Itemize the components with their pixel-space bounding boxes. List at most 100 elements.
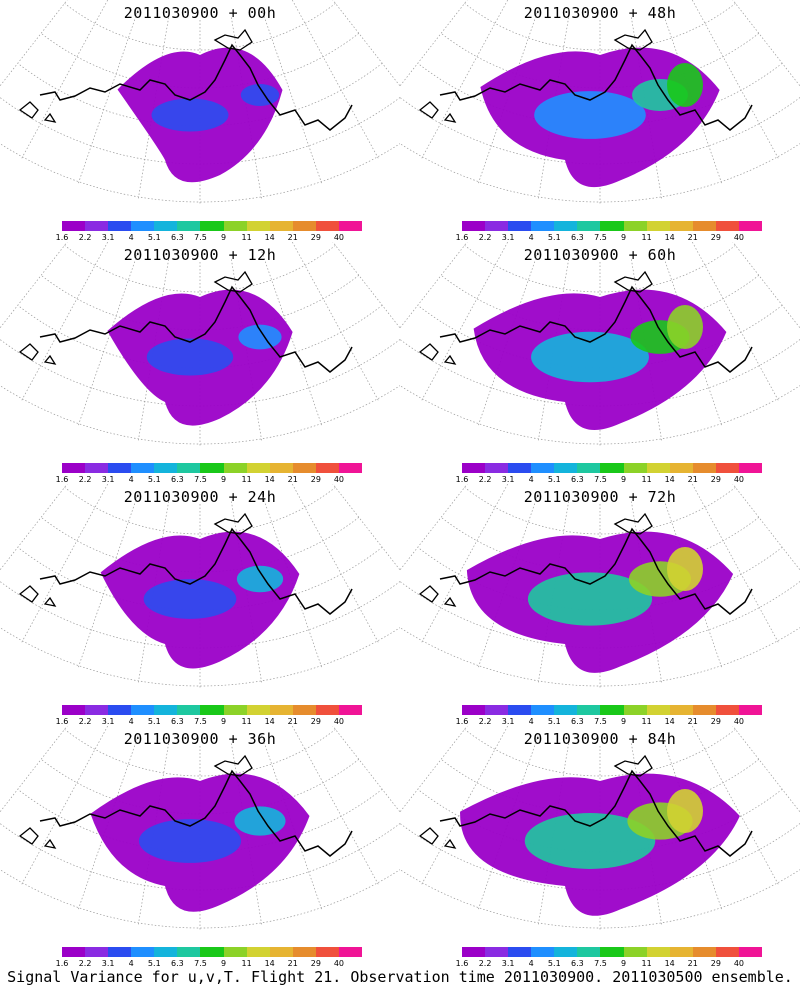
color-bar-labels: 1.6 2.2 3.1 4 5.1 6.3 7.5 9 11 14 21 29 40 — [400, 717, 800, 727]
color-bar-tick-label: 7.5 — [194, 233, 207, 242]
color-bar-tick-label: 7.5 — [594, 475, 607, 484]
color-bar-swatch — [692, 947, 716, 957]
panel-title: 2011030900 + 36h — [123, 730, 277, 748]
color-bar-swatch — [554, 947, 578, 957]
alaska-coast — [18, 343, 57, 365]
meridian-line — [691, 0, 780, 160]
map-canvas — [400, 726, 800, 931]
panel-title: 2011030900 + 60h — [523, 246, 677, 264]
alaska-coast — [418, 827, 457, 849]
color-bar-swatch — [292, 221, 316, 231]
arctic-islands — [213, 754, 253, 777]
color-bar-swatch — [577, 947, 601, 957]
panel-title: 2011030900 + 24h — [123, 488, 277, 506]
color-bar-tick-label: 14 — [664, 717, 675, 726]
color-bar-swatch — [577, 463, 601, 473]
color-bar-swatch — [508, 221, 532, 231]
color-bar-swatch — [462, 947, 486, 957]
color-bar-tick-label: 21 — [687, 959, 698, 968]
color-bar-tick-label: 14 — [264, 233, 275, 242]
variance-field — [107, 289, 293, 426]
color-bar-tick-label: 9 — [620, 475, 627, 484]
color-bar-tick-label: 29 — [710, 717, 721, 726]
color-bar-tick-label: 40 — [733, 959, 745, 968]
color-bar-tick-label: 29 — [710, 233, 721, 242]
variance-field — [117, 47, 283, 183]
alaska-coast — [418, 585, 457, 607]
variance-region-high — [234, 806, 286, 836]
color-bar-tick-label: 5.1 — [547, 717, 561, 726]
color-bar-tick-label: 9 — [220, 233, 227, 242]
color-bar-swatch — [131, 705, 155, 715]
color-bar-labels: 1.6 2.2 3.1 4 5.1 6.3 7.5 9 11 14 21 29 40 — [400, 233, 800, 243]
color-bar-swatch — [669, 947, 693, 957]
color-bar-tick-label: 11 — [241, 959, 252, 968]
color-bar-swatch — [338, 463, 363, 473]
color-bar-swatch — [62, 947, 86, 957]
color-bar-swatch — [246, 705, 270, 715]
color-bar-tick-label: 5.1 — [147, 959, 161, 968]
meridian-line — [20, 484, 109, 644]
meridian-line — [732, 726, 800, 813]
color-bar-swatch — [600, 705, 624, 715]
meridian-line — [732, 242, 800, 329]
coastline — [439, 769, 753, 857]
color-bar-swatch — [669, 463, 693, 473]
color-bar-swatch — [669, 221, 693, 231]
arctic-islands — [213, 270, 253, 293]
color-bar-tick-label: 3.1 — [101, 475, 115, 484]
color-bar-tick-label: 2.2 — [478, 959, 492, 968]
color-bar-tick-label: 2.2 — [78, 475, 92, 484]
color-bar-swatch — [462, 705, 486, 715]
panel-title: 2011030900 + 48h — [523, 4, 677, 22]
color-bar-tick-label: 29 — [310, 475, 321, 484]
meridian-line — [291, 242, 380, 402]
color-bar-swatch — [246, 463, 270, 473]
meridian-line — [420, 726, 509, 886]
meridian-line — [0, 242, 68, 329]
color-bar-swatch — [715, 463, 739, 473]
meridian-line — [291, 484, 380, 644]
color-bar-tick-label: 40 — [733, 233, 745, 242]
color-bar-tick-label: 6.3 — [571, 959, 584, 968]
variance-region-peak — [667, 305, 703, 349]
color-bar-tick-label: 5.1 — [547, 475, 561, 484]
color-bar-swatch — [200, 221, 224, 231]
color-bar-swatch — [738, 947, 763, 957]
color-bar-swatch — [85, 463, 109, 473]
color-bar-tick-label: 11 — [241, 233, 252, 242]
figure-caption: Signal Variance for u,v,T. Flight 21. Ob… — [7, 968, 793, 986]
color-bar-tick-label: 11 — [641, 717, 652, 726]
arctic-islands — [613, 512, 653, 535]
color-bar — [462, 463, 763, 473]
color-bar-tick-label: 9 — [620, 233, 627, 242]
color-bar-tick-label: 6.3 — [171, 233, 184, 242]
color-bar-swatch — [646, 705, 670, 715]
color-bar-tick-label: 21 — [687, 475, 698, 484]
color-bar-tick-label: 21 — [287, 717, 298, 726]
color-bar-tick-label: 1.6 — [55, 717, 69, 726]
variance-region-mid — [524, 813, 656, 869]
variance-field — [90, 773, 310, 912]
color-bar-swatch — [177, 463, 201, 473]
color-bar-swatch — [623, 221, 647, 231]
meridian-line — [0, 726, 68, 813]
color-bar-swatch — [315, 221, 339, 231]
panel-title: 2011030900 + 84h — [523, 730, 677, 748]
color-bar — [62, 221, 363, 231]
color-bar-swatch — [623, 463, 647, 473]
forecast-panel: 2011030900 + 12h 1.6 2.2 3.1 4 5.1 6.3 7.5 9 11 14… — [0, 242, 400, 484]
variance-field — [466, 531, 734, 673]
color-bar-swatch — [154, 463, 178, 473]
color-bar-tick-label: 6.3 — [571, 717, 584, 726]
coastline — [39, 43, 353, 131]
map-canvas — [0, 484, 400, 689]
color-bar-labels: 1.6 2.2 3.1 4 5.1 6.3 7.5 9 11 14 21 29 40 — [0, 233, 400, 243]
color-bar-tick-label: 14 — [664, 475, 675, 484]
color-bar-swatch — [485, 947, 509, 957]
color-bar-tick-label: 14 — [264, 717, 275, 726]
meridian-line — [20, 242, 109, 402]
variance-region-high — [240, 84, 280, 106]
arctic-islands — [613, 28, 653, 51]
meridian-line — [691, 484, 780, 644]
